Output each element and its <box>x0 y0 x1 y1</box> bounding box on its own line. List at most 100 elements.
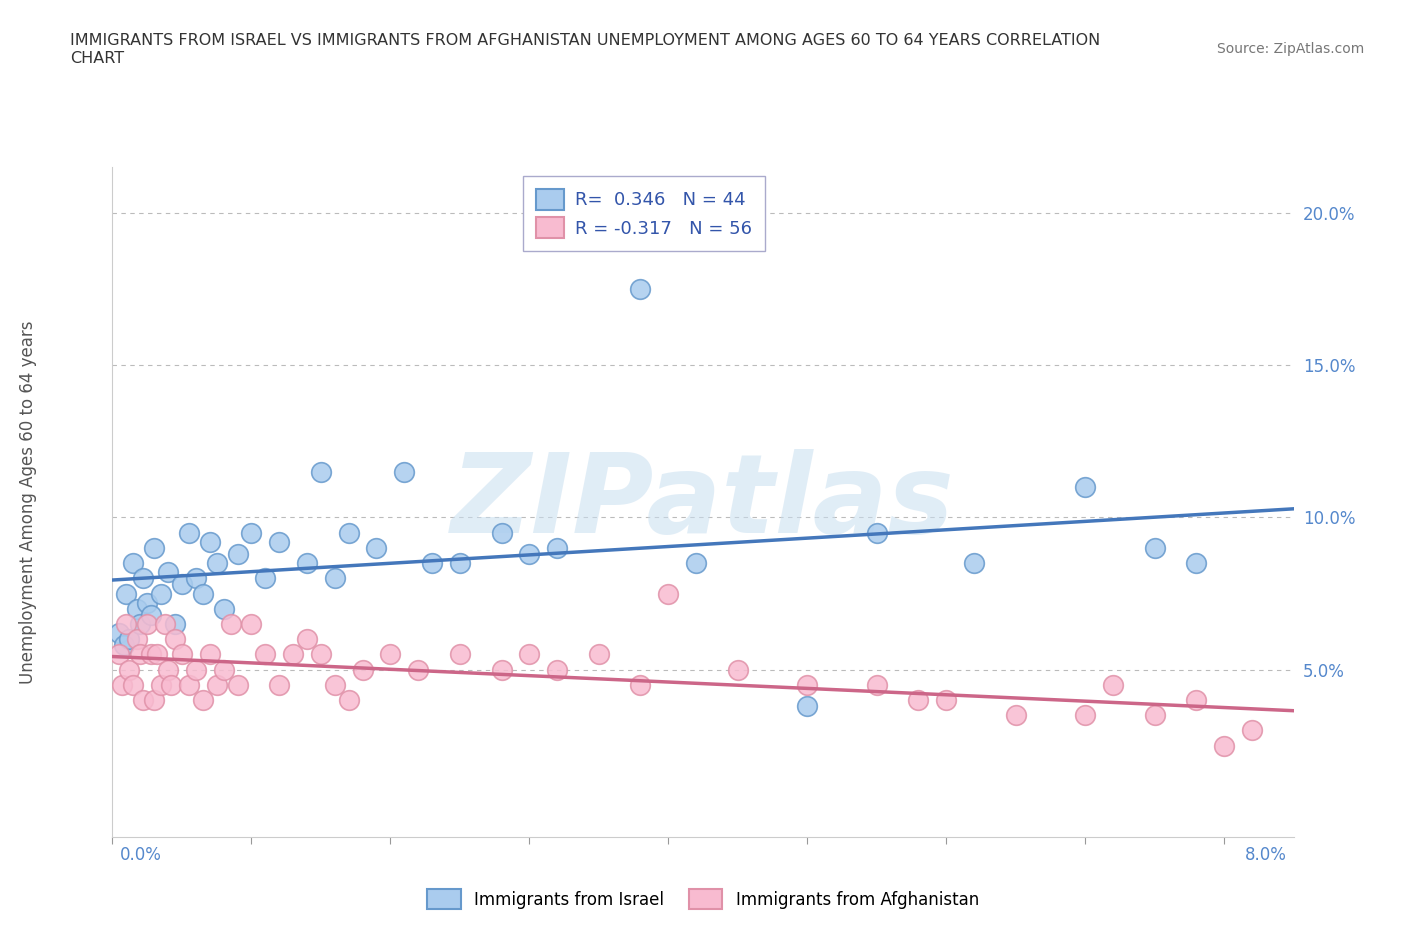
Point <box>1185 693 1208 708</box>
Point <box>546 540 568 555</box>
Point <box>269 677 291 692</box>
Point <box>150 586 173 601</box>
Point <box>240 525 263 540</box>
Point <box>1143 708 1166 723</box>
Point <box>157 565 180 579</box>
Point <box>394 464 416 479</box>
Point <box>160 677 183 692</box>
Legend: Immigrants from Israel, Immigrants from Afghanistan: Immigrants from Israel, Immigrants from … <box>419 881 987 917</box>
Point <box>122 555 145 570</box>
Point <box>1102 677 1125 692</box>
Point <box>129 647 152 662</box>
Point <box>323 571 346 586</box>
Point <box>963 555 986 570</box>
Point <box>309 647 332 662</box>
Point <box>491 662 513 677</box>
Text: Source: ZipAtlas.com: Source: ZipAtlas.com <box>1216 42 1364 56</box>
Point <box>198 535 221 550</box>
Point <box>309 464 332 479</box>
Point <box>205 677 228 692</box>
Point <box>118 662 141 677</box>
Point <box>143 540 166 555</box>
Point <box>226 677 249 692</box>
Point <box>122 677 145 692</box>
Point <box>337 525 360 540</box>
Point <box>150 677 173 692</box>
Point <box>796 677 818 692</box>
Text: ZIPatlas: ZIPatlas <box>451 448 955 556</box>
Point <box>295 555 318 570</box>
Point <box>295 631 318 646</box>
Point <box>170 577 193 591</box>
Point <box>141 647 163 662</box>
Point <box>191 693 214 708</box>
Point <box>1074 480 1097 495</box>
Point <box>1004 708 1026 723</box>
Point <box>127 631 149 646</box>
Point <box>1143 540 1166 555</box>
Point <box>685 555 707 570</box>
Text: 8.0%: 8.0% <box>1244 846 1286 864</box>
Point <box>155 617 177 631</box>
Point <box>184 571 207 586</box>
Point <box>205 555 228 570</box>
Point <box>491 525 513 540</box>
Point <box>866 525 889 540</box>
Point <box>170 647 193 662</box>
Point <box>449 555 471 570</box>
Point <box>177 525 200 540</box>
Point <box>136 595 159 610</box>
Point <box>143 693 166 708</box>
Point <box>191 586 214 601</box>
Point <box>546 662 568 677</box>
Point <box>129 617 152 631</box>
Point <box>184 662 207 677</box>
Point <box>115 617 138 631</box>
Point <box>111 677 134 692</box>
Point <box>141 607 163 622</box>
Point <box>198 647 221 662</box>
Point <box>588 647 610 662</box>
Point <box>420 555 443 570</box>
Text: 0.0%: 0.0% <box>120 846 162 864</box>
Point <box>163 617 186 631</box>
Point <box>108 647 131 662</box>
Point <box>219 617 242 631</box>
Text: Unemployment Among Ages 60 to 64 years: Unemployment Among Ages 60 to 64 years <box>20 321 37 684</box>
Point <box>630 282 652 297</box>
Point <box>115 586 138 601</box>
Point <box>337 693 360 708</box>
Point <box>254 647 277 662</box>
Point <box>269 535 291 550</box>
Point <box>406 662 429 677</box>
Point <box>157 662 180 677</box>
Point <box>281 647 304 662</box>
Legend: R=  0.346   N = 44, R = -0.317   N = 56: R= 0.346 N = 44, R = -0.317 N = 56 <box>523 177 765 251</box>
Text: IMMIGRANTS FROM ISRAEL VS IMMIGRANTS FROM AFGHANISTAN UNEMPLOYMENT AMONG AGES 60: IMMIGRANTS FROM ISRAEL VS IMMIGRANTS FRO… <box>70 33 1101 47</box>
Point <box>212 602 235 617</box>
Point <box>727 662 749 677</box>
Point <box>136 617 159 631</box>
Point <box>935 693 957 708</box>
Point <box>132 693 155 708</box>
Point <box>352 662 374 677</box>
Text: CHART: CHART <box>70 51 124 66</box>
Point <box>108 626 131 641</box>
Point <box>112 638 135 653</box>
Point <box>323 677 346 692</box>
Point <box>517 647 540 662</box>
Point <box>127 602 149 617</box>
Point <box>380 647 402 662</box>
Point <box>866 677 889 692</box>
Point <box>118 631 141 646</box>
Point <box>1185 555 1208 570</box>
Point <box>1213 738 1236 753</box>
Point <box>226 547 249 562</box>
Point <box>517 547 540 562</box>
Point <box>212 662 235 677</box>
Point <box>146 647 169 662</box>
Point <box>240 617 263 631</box>
Point <box>366 540 388 555</box>
Point <box>630 677 652 692</box>
Point <box>254 571 277 586</box>
